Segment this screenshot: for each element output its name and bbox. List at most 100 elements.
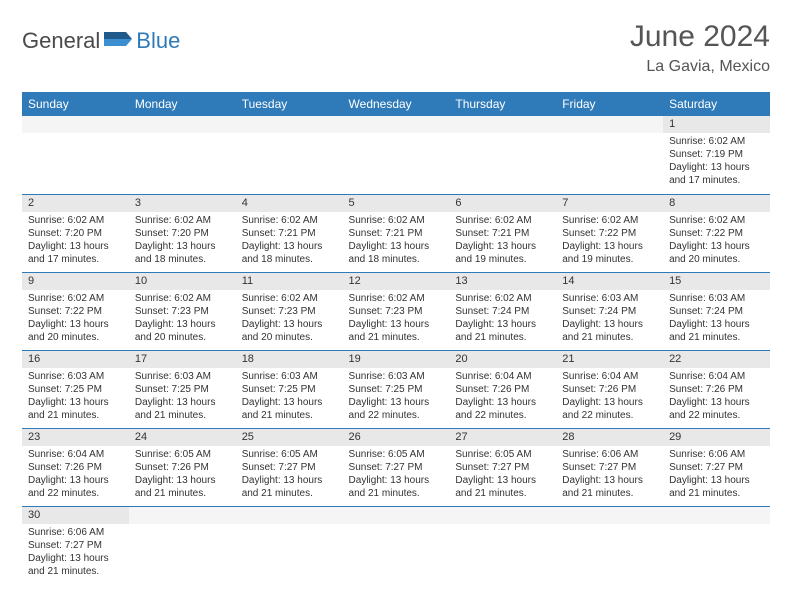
calendar-cell: 1Sunrise: 6:02 AMSunset: 7:19 PMDaylight…	[663, 116, 770, 194]
day-detail: Sunrise: 6:03 AMSunset: 7:24 PMDaylight:…	[663, 290, 770, 348]
day-detail-line: Sunset: 7:25 PM	[135, 383, 230, 396]
day-detail-line: and 19 minutes.	[562, 253, 657, 266]
day-detail-line: and 21 minutes.	[455, 331, 550, 344]
day-detail-line: Sunset: 7:25 PM	[349, 383, 444, 396]
day-detail-line: Daylight: 13 hours	[28, 474, 123, 487]
day-number	[129, 507, 236, 524]
day-detail-line: Sunrise: 6:06 AM	[562, 448, 657, 461]
day-detail: Sunrise: 6:02 AMSunset: 7:21 PMDaylight:…	[236, 212, 343, 270]
calendar-cell	[129, 506, 236, 584]
calendar-cell: 5Sunrise: 6:02 AMSunset: 7:21 PMDaylight…	[343, 194, 450, 272]
day-detail-line: Sunrise: 6:04 AM	[455, 370, 550, 383]
calendar-cell: 3Sunrise: 6:02 AMSunset: 7:20 PMDaylight…	[129, 194, 236, 272]
day-number: 18	[236, 351, 343, 368]
day-detail-line: and 21 minutes.	[455, 487, 550, 500]
day-header: Monday	[129, 92, 236, 116]
day-detail-line: Sunrise: 6:03 AM	[669, 292, 764, 305]
day-detail-line: Daylight: 13 hours	[28, 552, 123, 565]
day-detail-line: Daylight: 13 hours	[669, 396, 764, 409]
brand-part1: General	[22, 28, 100, 54]
calendar-cell: 8Sunrise: 6:02 AMSunset: 7:22 PMDaylight…	[663, 194, 770, 272]
day-detail: Sunrise: 6:03 AMSunset: 7:25 PMDaylight:…	[129, 368, 236, 426]
day-detail-line: Daylight: 13 hours	[28, 396, 123, 409]
day-number: 15	[663, 273, 770, 290]
day-detail-line: Daylight: 13 hours	[669, 474, 764, 487]
day-detail-line: and 22 minutes.	[455, 409, 550, 422]
calendar-cell: 26Sunrise: 6:05 AMSunset: 7:27 PMDayligh…	[343, 428, 450, 506]
calendar-cell: 19Sunrise: 6:03 AMSunset: 7:25 PMDayligh…	[343, 350, 450, 428]
day-detail-line: Sunrise: 6:05 AM	[242, 448, 337, 461]
day-detail-line: Daylight: 13 hours	[28, 318, 123, 331]
day-number: 29	[663, 429, 770, 446]
day-number: 14	[556, 273, 663, 290]
day-detail-line: Sunset: 7:23 PM	[349, 305, 444, 318]
day-detail: Sunrise: 6:05 AMSunset: 7:27 PMDaylight:…	[343, 446, 450, 504]
day-detail-line: Sunrise: 6:02 AM	[28, 292, 123, 305]
day-detail-line: Sunset: 7:27 PM	[455, 461, 550, 474]
day-number: 20	[449, 351, 556, 368]
day-detail-line: Sunset: 7:26 PM	[562, 383, 657, 396]
day-detail-line: and 20 minutes.	[242, 331, 337, 344]
calendar-head: SundayMondayTuesdayWednesdayThursdayFrid…	[22, 92, 770, 116]
calendar-table: SundayMondayTuesdayWednesdayThursdayFrid…	[22, 92, 770, 584]
day-detail-line: and 21 minutes.	[349, 487, 444, 500]
day-detail-line: Sunset: 7:27 PM	[349, 461, 444, 474]
day-detail-line: Sunset: 7:26 PM	[455, 383, 550, 396]
day-detail: Sunrise: 6:02 AMSunset: 7:24 PMDaylight:…	[449, 290, 556, 348]
day-detail: Sunrise: 6:02 AMSunset: 7:23 PMDaylight:…	[343, 290, 450, 348]
calendar-week: 23Sunrise: 6:04 AMSunset: 7:26 PMDayligh…	[22, 428, 770, 506]
day-header: Thursday	[449, 92, 556, 116]
day-detail-line: Sunrise: 6:03 AM	[28, 370, 123, 383]
calendar-cell	[236, 506, 343, 584]
day-detail-line: and 21 minutes.	[135, 409, 230, 422]
day-detail-line: Sunset: 7:26 PM	[135, 461, 230, 474]
day-detail-line: and 20 minutes.	[135, 331, 230, 344]
day-detail-line: Sunset: 7:25 PM	[242, 383, 337, 396]
day-detail: Sunrise: 6:03 AMSunset: 7:24 PMDaylight:…	[556, 290, 663, 348]
calendar-cell	[343, 506, 450, 584]
calendar-cell: 23Sunrise: 6:04 AMSunset: 7:26 PMDayligh…	[22, 428, 129, 506]
calendar-cell: 29Sunrise: 6:06 AMSunset: 7:27 PMDayligh…	[663, 428, 770, 506]
day-number	[449, 507, 556, 524]
day-detail-line: and 21 minutes.	[562, 487, 657, 500]
day-detail-line: Daylight: 13 hours	[242, 318, 337, 331]
day-detail-line: and 22 minutes.	[349, 409, 444, 422]
calendar-week: 16Sunrise: 6:03 AMSunset: 7:25 PMDayligh…	[22, 350, 770, 428]
calendar-cell: 24Sunrise: 6:05 AMSunset: 7:26 PMDayligh…	[129, 428, 236, 506]
day-detail-line: Daylight: 13 hours	[562, 240, 657, 253]
day-detail: Sunrise: 6:02 AMSunset: 7:23 PMDaylight:…	[236, 290, 343, 348]
day-number: 19	[343, 351, 450, 368]
day-detail-line: Sunrise: 6:04 AM	[28, 448, 123, 461]
day-number: 11	[236, 273, 343, 290]
day-number: 27	[449, 429, 556, 446]
day-detail-line: Daylight: 13 hours	[669, 161, 764, 174]
calendar-cell: 9Sunrise: 6:02 AMSunset: 7:22 PMDaylight…	[22, 272, 129, 350]
day-detail-line: Daylight: 13 hours	[562, 318, 657, 331]
day-detail-line: Sunrise: 6:06 AM	[28, 526, 123, 539]
day-detail-line: Sunset: 7:21 PM	[455, 227, 550, 240]
calendar-cell: 12Sunrise: 6:02 AMSunset: 7:23 PMDayligh…	[343, 272, 450, 350]
day-detail-line: Sunset: 7:27 PM	[242, 461, 337, 474]
day-detail-line: Daylight: 13 hours	[135, 240, 230, 253]
day-detail-line: Sunset: 7:20 PM	[28, 227, 123, 240]
calendar-cell	[129, 116, 236, 194]
day-detail: Sunrise: 6:02 AMSunset: 7:21 PMDaylight:…	[449, 212, 556, 270]
day-detail: Sunrise: 6:02 AMSunset: 7:21 PMDaylight:…	[343, 212, 450, 270]
day-detail-line: Sunrise: 6:06 AM	[669, 448, 764, 461]
title-block: June 2024 La Gavia, Mexico	[630, 20, 770, 76]
day-detail-line: and 22 minutes.	[28, 487, 123, 500]
day-detail-line: Sunrise: 6:02 AM	[242, 214, 337, 227]
day-number: 13	[449, 273, 556, 290]
calendar-cell: 27Sunrise: 6:05 AMSunset: 7:27 PMDayligh…	[449, 428, 556, 506]
day-detail-line: Sunset: 7:24 PM	[669, 305, 764, 318]
calendar-cell: 30Sunrise: 6:06 AMSunset: 7:27 PMDayligh…	[22, 506, 129, 584]
calendar-cell: 14Sunrise: 6:03 AMSunset: 7:24 PMDayligh…	[556, 272, 663, 350]
calendar-cell	[556, 506, 663, 584]
day-detail-line: Daylight: 13 hours	[669, 240, 764, 253]
day-detail-line: Daylight: 13 hours	[349, 474, 444, 487]
day-detail: Sunrise: 6:03 AMSunset: 7:25 PMDaylight:…	[343, 368, 450, 426]
day-number	[556, 507, 663, 524]
day-detail-line: and 21 minutes.	[669, 331, 764, 344]
day-number: 8	[663, 195, 770, 212]
calendar-cell: 20Sunrise: 6:04 AMSunset: 7:26 PMDayligh…	[449, 350, 556, 428]
